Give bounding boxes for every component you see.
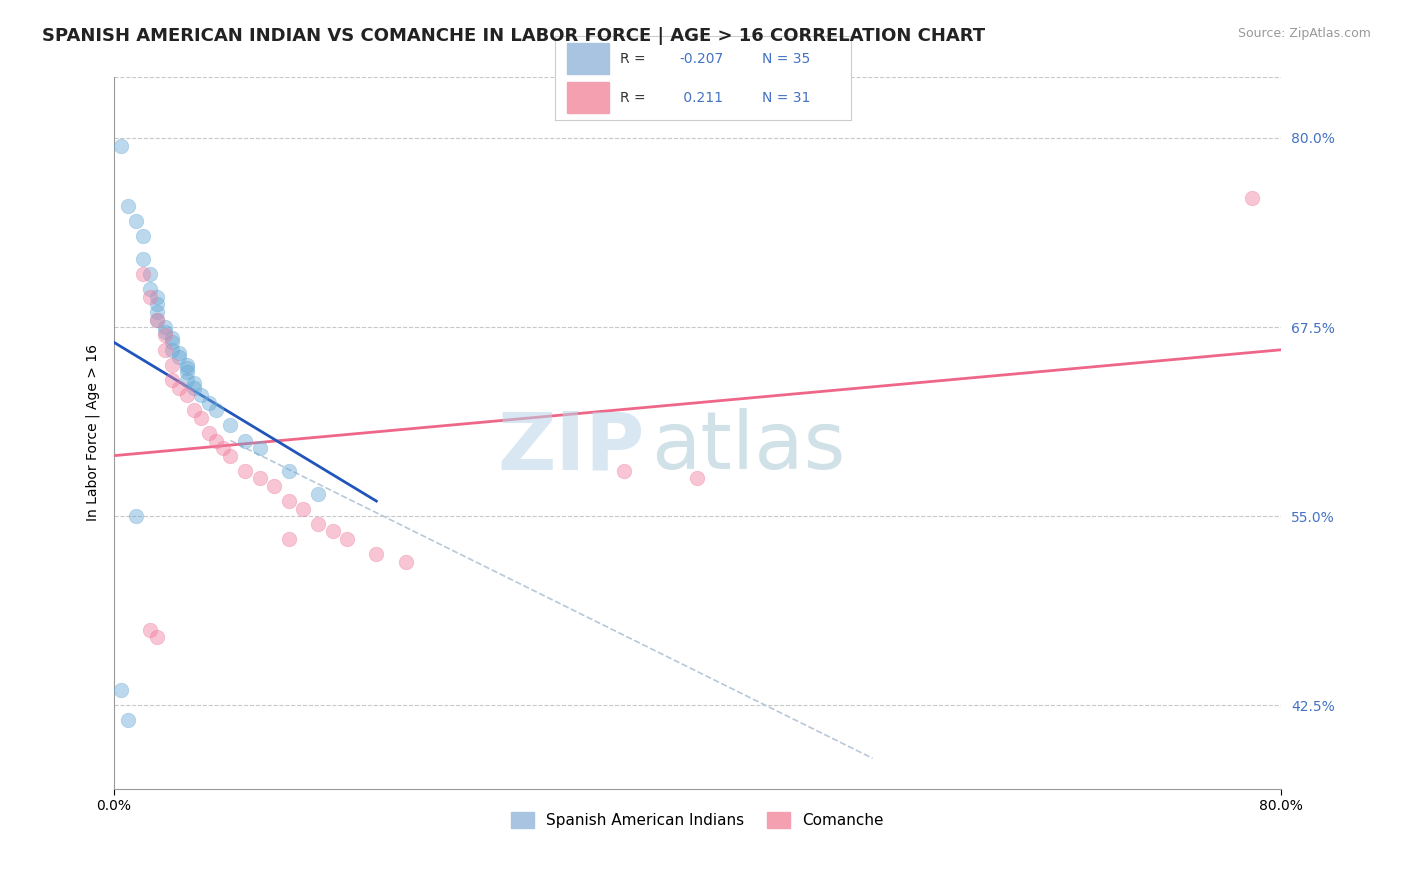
Point <box>153 325 176 339</box>
Point <box>613 464 636 478</box>
Point <box>110 138 132 153</box>
Point <box>219 418 242 433</box>
Point <box>169 381 191 395</box>
Point <box>110 683 132 698</box>
Point <box>212 441 235 455</box>
Point <box>190 388 212 402</box>
Point <box>153 343 176 357</box>
Text: SPANISH AMERICAN INDIAN VS COMANCHE IN LABOR FORCE | AGE > 16 CORRELATION CHART: SPANISH AMERICAN INDIAN VS COMANCHE IN L… <box>42 27 986 45</box>
Point <box>160 358 183 372</box>
Point <box>146 297 169 311</box>
Point <box>219 449 242 463</box>
Point <box>124 509 146 524</box>
Point <box>394 555 416 569</box>
Point <box>160 331 183 345</box>
Point <box>139 267 162 281</box>
Point <box>183 403 205 417</box>
Point <box>322 524 344 539</box>
Point <box>132 267 155 281</box>
Point <box>263 479 285 493</box>
Point <box>176 360 198 375</box>
Point <box>117 199 139 213</box>
Point <box>366 547 388 561</box>
Point <box>132 229 155 244</box>
Text: atlas: atlas <box>651 409 845 486</box>
Point <box>277 532 299 546</box>
Text: Source: ZipAtlas.com: Source: ZipAtlas.com <box>1237 27 1371 40</box>
FancyBboxPatch shape <box>567 44 609 74</box>
Point <box>307 516 329 531</box>
Point <box>307 486 329 500</box>
Point <box>176 358 198 372</box>
Point <box>249 471 271 485</box>
Point <box>146 305 169 319</box>
Point <box>146 312 169 326</box>
Text: N = 35: N = 35 <box>762 52 810 65</box>
Point <box>169 351 191 365</box>
Point <box>139 623 162 637</box>
Point <box>160 343 183 357</box>
Point <box>1240 192 1263 206</box>
Point <box>249 441 271 455</box>
Y-axis label: In Labor Force | Age > 16: In Labor Force | Age > 16 <box>86 344 100 522</box>
Point <box>176 366 198 380</box>
Point <box>160 335 183 350</box>
Point <box>169 346 191 360</box>
Point <box>190 410 212 425</box>
Point <box>139 290 162 304</box>
Point <box>139 282 162 296</box>
Point <box>146 630 169 644</box>
Point <box>336 532 359 546</box>
Point <box>124 214 146 228</box>
Legend: Spanish American Indians, Comanche: Spanish American Indians, Comanche <box>505 806 890 834</box>
Point <box>153 327 176 342</box>
Point <box>117 714 139 728</box>
Text: 0.211: 0.211 <box>679 91 723 104</box>
Point <box>160 373 183 387</box>
Text: R =: R = <box>620 52 645 65</box>
Point <box>686 471 709 485</box>
Text: -0.207: -0.207 <box>679 52 724 65</box>
Point <box>146 290 169 304</box>
Point <box>146 312 169 326</box>
Point <box>132 252 155 266</box>
Point <box>233 464 256 478</box>
Text: N = 31: N = 31 <box>762 91 810 104</box>
Point <box>176 373 198 387</box>
Point <box>277 464 299 478</box>
Text: R =: R = <box>620 91 645 104</box>
Point <box>205 434 228 448</box>
Point <box>233 434 256 448</box>
Point <box>197 425 219 440</box>
Point <box>197 395 219 409</box>
Point <box>183 376 205 390</box>
FancyBboxPatch shape <box>567 82 609 112</box>
Point <box>176 388 198 402</box>
Point <box>292 501 315 516</box>
Point <box>277 494 299 508</box>
Text: ZIP: ZIP <box>498 409 645 486</box>
Point <box>183 381 205 395</box>
Point <box>153 320 176 334</box>
Point <box>205 403 228 417</box>
